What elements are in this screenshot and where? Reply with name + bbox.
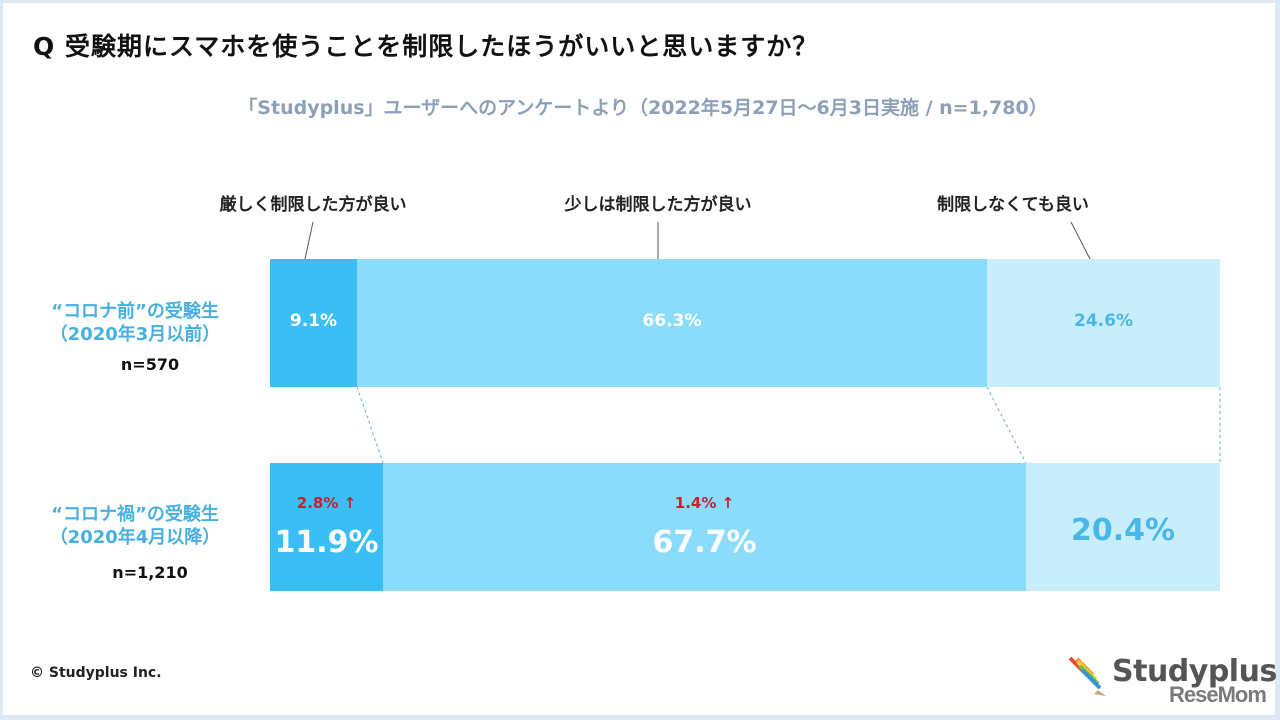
value-label: 9.1% bbox=[289, 311, 338, 331]
bar-segment-somewhat: 66.3% bbox=[357, 259, 987, 387]
bar-segment-none: 20.4% bbox=[1026, 463, 1220, 591]
pencil-logo-icon bbox=[1068, 656, 1106, 696]
value-label: 20.4% bbox=[1070, 513, 1176, 548]
row2-n: n=1,210 bbox=[112, 563, 188, 582]
row1-period: （2020年3月以前） bbox=[49, 324, 221, 345]
category-label-none: 制限しなくても良い bbox=[937, 195, 1089, 215]
copyright: © Studyplus Inc. bbox=[30, 665, 162, 681]
bar-segment-strict: 9.1% bbox=[270, 259, 357, 387]
bar-segment-somewhat: 1.4% ↑ 67.7% bbox=[383, 463, 1026, 591]
value-label: 67.7% bbox=[652, 525, 757, 560]
bar-row-before-covid: 9.1% 66.3% 24.6% bbox=[270, 259, 1220, 387]
row2-group-label: “コロナ禍”の受験生 （2020年4月以降） bbox=[20, 503, 250, 549]
category-label-strict: 厳しく制限した方が良い bbox=[219, 195, 407, 215]
row1-n: n=570 bbox=[120, 355, 180, 374]
row1-group-name: “コロナ前”の受験生 bbox=[51, 301, 219, 322]
chart-title: Q 受験期にスマホを使うことを制限したほうがいいと思いますか？ bbox=[33, 32, 819, 61]
row2-group-name: “コロナ禍”の受験生 bbox=[51, 504, 219, 525]
chart-subtitle: 「Studyplus」ユーザーへのアンケートより（2022年5月27日〜6月3日… bbox=[238, 97, 1048, 119]
logo-text: Studyplus bbox=[1112, 654, 1277, 689]
value-label: 66.3% bbox=[642, 311, 702, 331]
category-label-somewhat: 少しは制限した方が良い bbox=[564, 195, 752, 215]
watermark: ReseMom bbox=[1169, 682, 1267, 707]
bar-segment-strict: 2.8% ↑ 11.9% bbox=[270, 463, 383, 591]
delta-label: 2.8% ↑ bbox=[296, 494, 357, 512]
value-label: 24.6% bbox=[1074, 311, 1133, 331]
studyplus-logo: Studyplus ReseMom bbox=[1064, 648, 1277, 708]
value-label: 11.9% bbox=[274, 525, 379, 560]
bar-row-during-covid: 2.8% ↑ 11.9% 1.4% ↑ 67.7% 20.4% bbox=[270, 463, 1220, 591]
row2-period: （2020年4月以降） bbox=[49, 527, 221, 548]
delta-label: 1.4% ↑ bbox=[674, 494, 735, 512]
row1-group-label: “コロナ前”の受験生 （2020年3月以前） bbox=[20, 300, 250, 346]
bar-segment-none: 24.6% bbox=[987, 259, 1220, 387]
